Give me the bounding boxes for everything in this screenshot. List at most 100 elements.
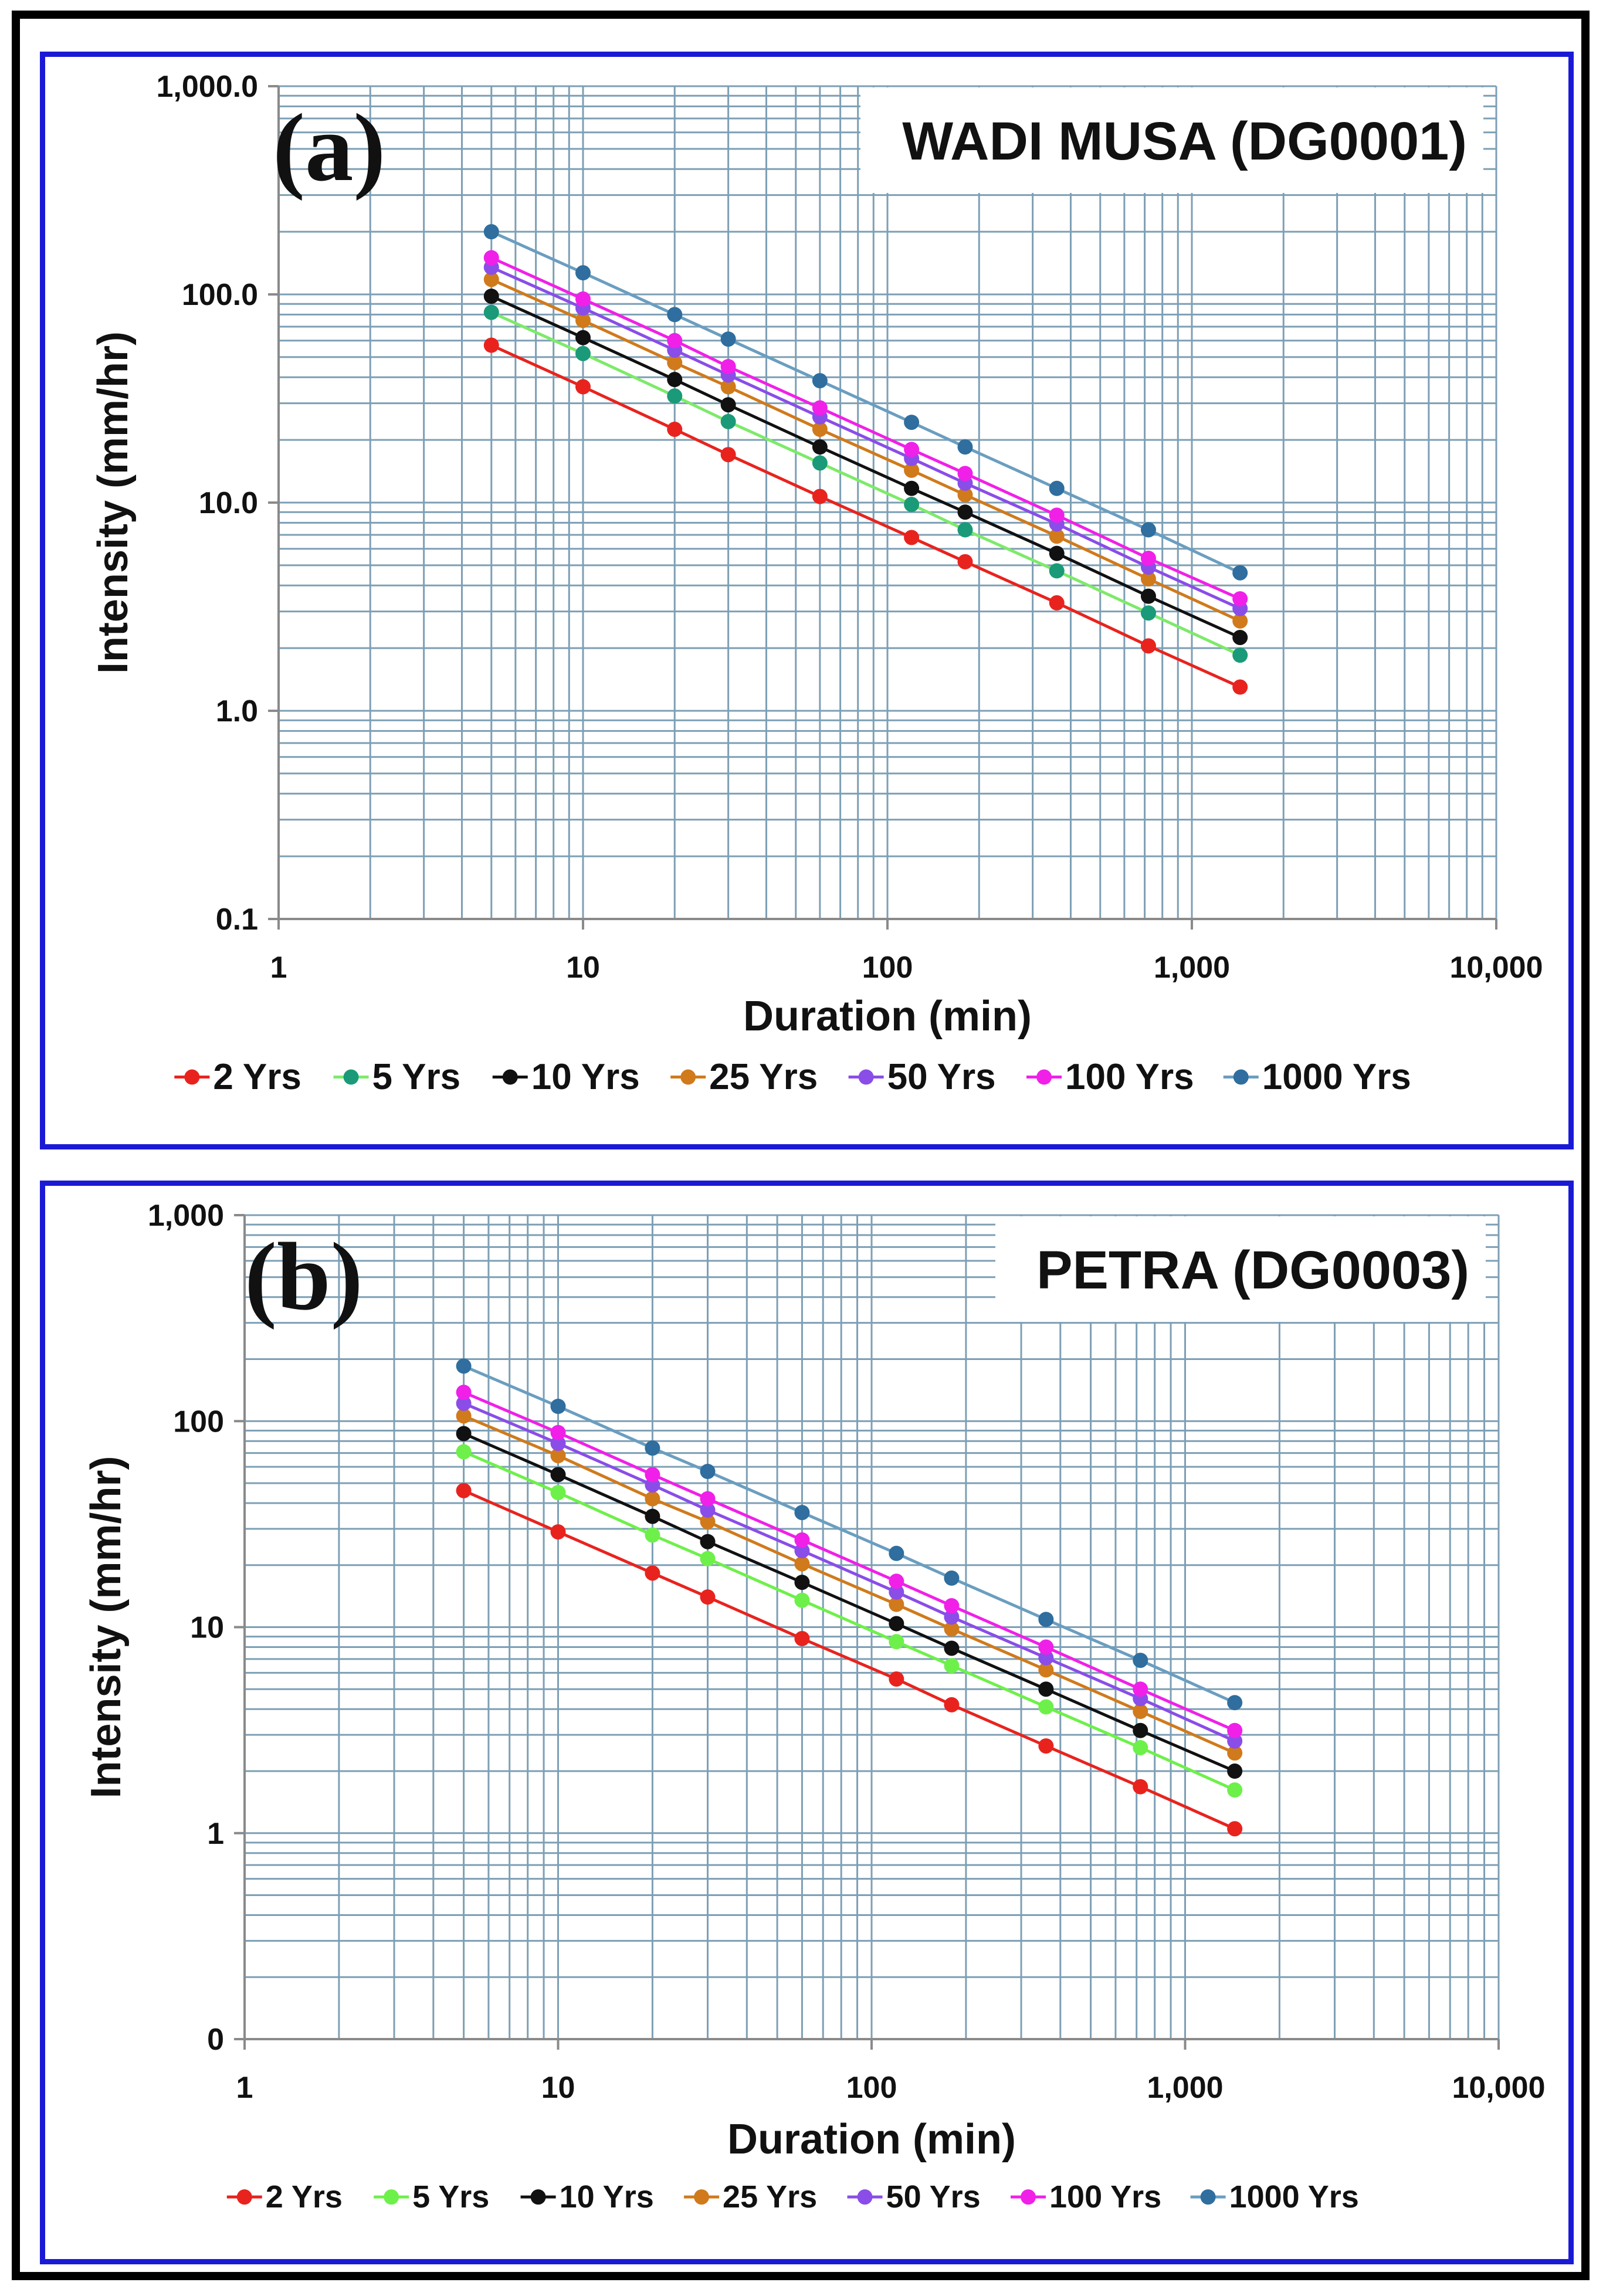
series-line <box>490 278 1241 623</box>
series-line <box>463 1415 1236 1755</box>
legend-label: 50 Yrs <box>886 2179 981 2214</box>
data-point <box>456 1385 472 1400</box>
series-line <box>463 1391 1236 1732</box>
data-point <box>700 1491 716 1507</box>
legend-label: 50 Yrs <box>887 1057 996 1097</box>
legend-item: 5 Yrs <box>333 1057 461 1097</box>
series-2-yrs <box>483 337 1248 695</box>
x-axis-title: Duration (min) <box>727 2116 1016 2163</box>
data-point <box>1140 551 1156 567</box>
data-point <box>550 1524 566 1540</box>
data-point <box>794 1543 810 1559</box>
data-point <box>957 439 973 455</box>
data-point <box>812 373 828 389</box>
data-point <box>483 224 499 240</box>
data-point <box>550 1425 566 1440</box>
data-point <box>720 359 736 375</box>
data-point <box>645 1491 660 1507</box>
legend-marker <box>502 1069 518 1085</box>
data-point <box>1140 571 1156 587</box>
data-point <box>794 1556 810 1572</box>
data-point <box>794 1532 810 1548</box>
legend-marker <box>184 1069 200 1085</box>
data-point <box>1232 565 1248 581</box>
data-point <box>1140 522 1156 538</box>
y-tick-label: 1,000.0 <box>157 70 259 104</box>
data-point <box>456 1408 472 1424</box>
legend-marker <box>680 1069 696 1085</box>
x-tick-label: 1,000 <box>1154 951 1230 985</box>
series-line <box>490 311 1241 657</box>
data-point <box>667 372 683 388</box>
data-point <box>944 1697 960 1712</box>
series-100-yrs <box>456 1385 1243 1738</box>
y-tick-label: 10 <box>190 1611 224 1645</box>
x-tick-label: 10 <box>541 2071 575 2105</box>
data-point <box>1049 507 1065 523</box>
legend-label: 2 Yrs <box>266 2179 343 2214</box>
series-10-yrs <box>483 289 1248 645</box>
data-point <box>667 355 683 371</box>
series-line <box>490 230 1241 574</box>
data-point <box>904 442 920 457</box>
data-point <box>889 1671 904 1687</box>
data-point <box>700 1551 716 1566</box>
legend-marker <box>530 2189 546 2205</box>
legend-label: 1000 Yrs <box>1229 2179 1359 2214</box>
legend-label: 5 Yrs <box>372 1057 461 1097</box>
series-5-yrs <box>456 1444 1243 1798</box>
series-50-yrs <box>483 259 1248 616</box>
legend-marker <box>1021 2189 1036 2205</box>
legend-item: 25 Yrs <box>684 2179 817 2214</box>
data-point <box>720 379 736 395</box>
y-tick-label: 1,000 <box>148 1199 224 1233</box>
outer-frame <box>12 11 1590 2280</box>
data-point <box>1038 1639 1054 1655</box>
data-point <box>1049 528 1065 544</box>
legend-item: 10 Yrs <box>520 2179 654 2214</box>
data-point <box>904 415 920 430</box>
data-point <box>889 1573 904 1589</box>
series-line <box>490 256 1241 601</box>
series-1000-yrs <box>456 1358 1243 1711</box>
data-point <box>1227 1722 1243 1738</box>
series-25-yrs <box>483 272 1248 629</box>
data-point <box>812 421 828 437</box>
series-line <box>463 1489 1236 1830</box>
series-line <box>490 294 1241 639</box>
data-point <box>575 265 591 281</box>
data-point <box>957 487 973 503</box>
x-tick-label: 100 <box>846 2071 897 2105</box>
data-point <box>483 337 499 353</box>
data-point <box>944 1609 960 1625</box>
data-point <box>1232 613 1248 629</box>
series-line <box>463 1365 1236 1704</box>
data-point <box>667 421 683 437</box>
data-point <box>1038 1662 1054 1678</box>
data-point <box>957 554 973 569</box>
y-tick-label: 10.0 <box>199 486 258 520</box>
series-2-yrs <box>456 1483 1243 1837</box>
data-point <box>812 439 828 455</box>
data-point <box>550 1399 566 1415</box>
data-point <box>944 1640 960 1656</box>
y-axis-title: Intensity (mm/hr) <box>83 1456 130 1798</box>
data-point <box>1232 647 1248 663</box>
legend-marker <box>1200 2189 1216 2205</box>
x-tick-label: 100 <box>862 951 913 985</box>
data-point <box>1049 545 1065 561</box>
x-tick-label: 1 <box>236 2071 253 2105</box>
data-point <box>700 1502 716 1518</box>
data-point <box>645 1467 660 1483</box>
data-point <box>904 480 920 496</box>
data-point <box>720 413 736 429</box>
x-tick-label: 10,000 <box>1449 951 1543 985</box>
data-point <box>550 1436 566 1451</box>
data-point <box>904 497 920 513</box>
data-point <box>575 291 591 307</box>
y-tick-label: 100 <box>173 1405 224 1439</box>
data-point <box>1049 563 1065 579</box>
y-tick-label: 100.0 <box>182 278 258 312</box>
